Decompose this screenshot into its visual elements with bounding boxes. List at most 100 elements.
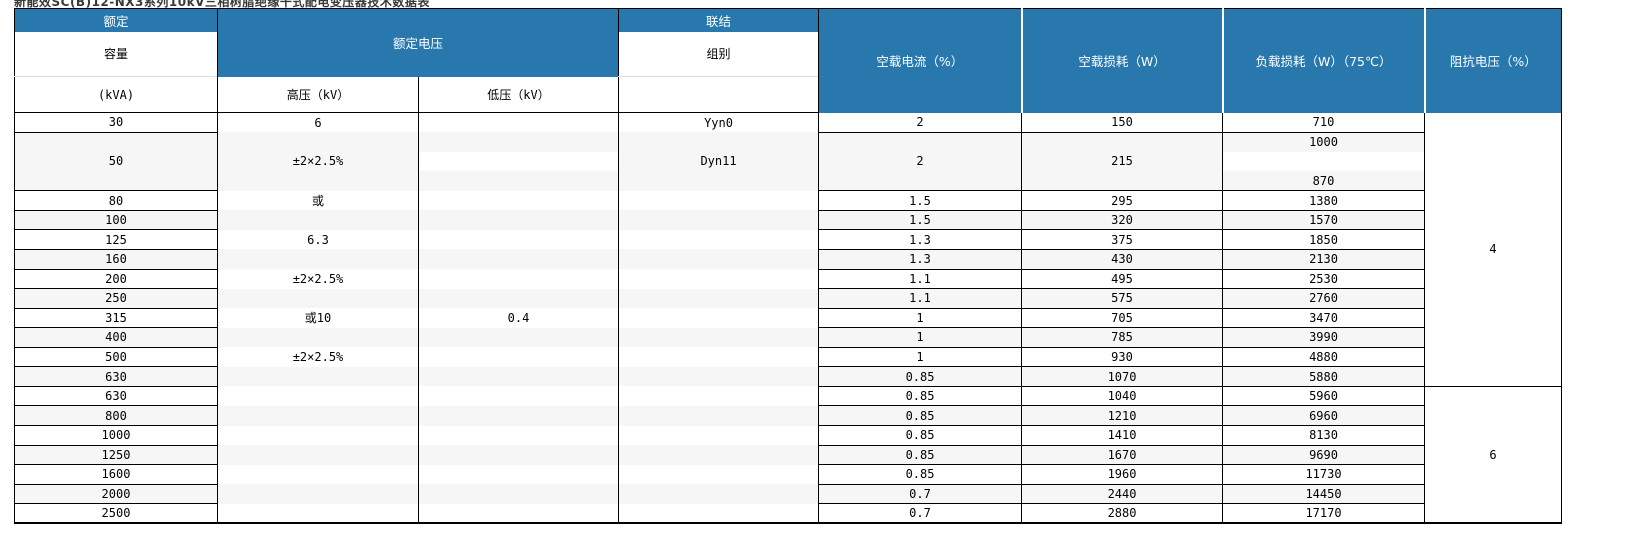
page-title: 新能效SC(B)12-NX3系列10kV三相树脂绝缘干式配电变压器技术数据表	[14, 0, 430, 9]
table-row: 250 1.1 575 2760	[14, 288, 1562, 309]
load-loss-cell: 6960	[1222, 405, 1425, 426]
header-row: 容量 组别	[14, 31, 1562, 77]
header-no-load-loss: 空载损耗（W）	[1020, 8, 1223, 113]
current-cell: 0.85	[818, 445, 1022, 466]
table-body: 30 6 Yyn0 2 150 710 4 50 ±2×2.5% Dyn11 2…	[14, 112, 1562, 524]
load-loss-cell: 1570	[1222, 210, 1425, 231]
hv-cell	[217, 445, 419, 465]
current-cell: 1.3	[818, 229, 1022, 250]
lv-cell	[417, 503, 619, 524]
hv-cell: 或10	[217, 308, 419, 328]
lv-cell	[417, 484, 619, 504]
table-row: 200 ±2×2.5% 1.1 495 2530	[14, 269, 1562, 290]
capacity-cell: 125	[14, 229, 218, 250]
noload-loss-cell: 2880	[1021, 503, 1223, 524]
table-row: 1250 0.85 1670 9690	[14, 445, 1562, 466]
load-loss-cell: 14450	[1222, 484, 1425, 505]
capacity-cell: 160	[14, 249, 218, 270]
table-row: 500 ±2×2.5% 1 930 4880	[14, 347, 1562, 368]
noload-loss-cell: 320	[1021, 210, 1223, 231]
capacity-cell: 200	[14, 269, 218, 290]
connection-cell	[618, 347, 819, 367]
current-cell: 1	[818, 347, 1022, 368]
noload-loss-cell: 785	[1021, 327, 1223, 348]
header-row: 额定 额定电压 联结 空载电流（%） 空载损耗（W） 负载损耗（W）（75℃） …	[14, 8, 1562, 113]
table-row: 160 1.3 430 2130	[14, 249, 1562, 270]
hv-cell: 6	[217, 112, 419, 133]
hv-cell: 或	[217, 190, 419, 211]
hv-cell	[217, 503, 419, 524]
load-loss-cell: 1000	[1222, 132, 1425, 152]
load-loss-cell: 2130	[1222, 249, 1425, 270]
connection-cell	[618, 366, 819, 387]
current-cell: 1.3	[818, 249, 1022, 270]
lv-cell	[417, 288, 619, 309]
hv-cell	[217, 327, 419, 348]
hv-cell	[217, 425, 419, 446]
lv-cell	[417, 405, 619, 426]
connection-cell	[618, 308, 819, 328]
noload-loss-cell: 2440	[1021, 484, 1223, 505]
load-loss-cell: 3470	[1222, 308, 1425, 329]
header-rated-voltage: 额定电压	[216, 8, 619, 77]
connection-cell: Yyn0	[618, 112, 819, 133]
capacity-cell: 630	[14, 386, 218, 407]
hv-cell	[217, 464, 419, 485]
table-row: 100 1.5 320 1570	[14, 210, 1562, 231]
connection-cell	[618, 464, 819, 485]
lv-cell	[417, 151, 619, 172]
load-loss-cell: 4880	[1222, 347, 1425, 368]
header-kva-unit: (kVA)	[14, 76, 218, 113]
current-cell: 0.85	[818, 386, 1022, 407]
lv-cell	[417, 464, 619, 485]
connection-cell	[618, 327, 819, 348]
capacity-cell: 1600	[14, 464, 218, 485]
load-loss-cell: 17170	[1222, 503, 1425, 524]
load-loss-cell: 2530	[1222, 269, 1425, 290]
connection-cell	[618, 229, 819, 250]
current-cell: 0.85	[818, 425, 1022, 446]
noload-loss-cell: 215	[1021, 132, 1223, 192]
lv-cell	[417, 229, 619, 250]
noload-loss-cell: 1040	[1021, 386, 1223, 407]
connection-cell	[618, 425, 819, 446]
capacity-cell: 2000	[14, 484, 218, 505]
lv-cell	[417, 210, 619, 230]
lv-cell	[417, 386, 619, 406]
capacity-cell: 250	[14, 288, 218, 309]
current-cell: 1.1	[818, 288, 1022, 309]
header-lv: 低压（kV）	[417, 76, 619, 113]
connection-cell	[618, 210, 819, 230]
load-loss-cell: 8130	[1222, 425, 1425, 446]
load-loss-cell: 710	[1222, 112, 1425, 133]
header-rated: 额定	[14, 8, 218, 32]
capacity-cell: 315	[14, 308, 218, 329]
header-load-loss: 负载损耗（W）（75℃）	[1221, 8, 1425, 113]
capacity-cell: 500	[14, 347, 218, 368]
noload-loss-cell: 295	[1021, 190, 1223, 211]
capacity-cell: 400	[14, 327, 218, 348]
load-loss-cell: 1850	[1222, 229, 1425, 250]
header-group: 组别	[618, 31, 819, 77]
hv-cell	[217, 210, 419, 230]
current-cell: 1.5	[818, 190, 1022, 211]
hv-cell	[217, 366, 419, 387]
current-cell: 0.7	[818, 484, 1022, 505]
noload-loss-cell: 1210	[1021, 405, 1223, 426]
current-cell: 0.85	[818, 405, 1022, 426]
hv-cell	[217, 386, 419, 406]
header-hv: 高压（kV）	[217, 76, 419, 113]
load-loss-cell: 2760	[1222, 288, 1425, 309]
table-header: 额定 额定电压 联结 空载电流（%） 空载损耗（W） 负载损耗（W）（75℃） …	[14, 8, 1562, 113]
table-row: 30 6 Yyn0 2 150 710 4	[14, 112, 1562, 387]
capacity-cell: 30	[14, 112, 218, 133]
load-loss-cell: 3990	[1222, 327, 1425, 348]
connection-cell	[618, 190, 819, 211]
table-row: 50 ±2×2.5% Dyn11 2 215 1000	[14, 132, 1562, 192]
lv-cell	[417, 190, 619, 211]
connection-cell	[618, 288, 819, 309]
table-row: 630 0.85 1040 5960 6	[14, 386, 1562, 524]
current-cell: 0.7	[818, 503, 1022, 524]
capacity-cell: 50	[14, 132, 218, 192]
noload-loss-cell: 1670	[1021, 445, 1223, 466]
